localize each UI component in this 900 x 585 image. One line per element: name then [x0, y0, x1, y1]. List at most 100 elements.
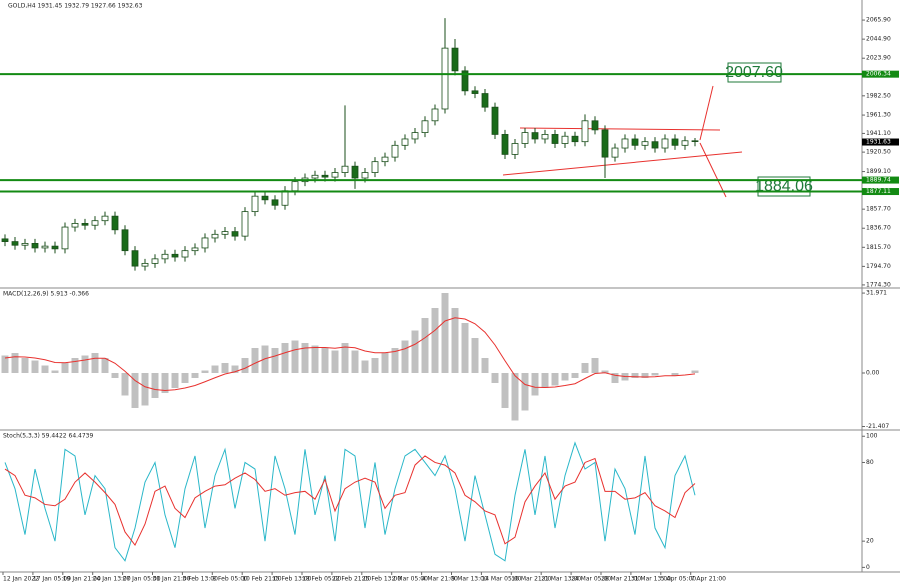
histogram-bar [531, 373, 539, 396]
candle-body [241, 211, 249, 237]
x-tick-label: 22 Feb 21:00 [332, 576, 372, 583]
y-tick-label: 1774.30 [866, 281, 891, 288]
histogram-bar [131, 373, 139, 408]
candle-body [511, 143, 519, 155]
x-tick-label: 12 Jan 2022 [3, 576, 39, 583]
candle-body [621, 138, 629, 149]
histogram-bar [341, 343, 349, 373]
x-tick-label: 27 Jan 05:00 [123, 576, 161, 583]
histogram-bar [21, 358, 29, 373]
y-tick-label: 1920.50 [866, 149, 891, 156]
histogram-bar [641, 373, 649, 378]
candle-body [191, 247, 199, 252]
histogram-bar [51, 370, 59, 373]
histogram-bar [431, 308, 439, 373]
candle-body [551, 134, 559, 144]
candle-body [531, 132, 539, 140]
candle-body [171, 253, 179, 258]
candle-body [501, 134, 509, 155]
candle-body [361, 172, 369, 179]
histogram-bar [591, 358, 599, 373]
histogram-bar [241, 358, 249, 373]
x-tick-label: 14 Mar 05:00 [481, 576, 521, 583]
candle-body [101, 215, 109, 222]
histogram-bar [31, 360, 39, 373]
x-tick-label: 5 Apr 05:00 [661, 576, 696, 583]
candle-body [81, 223, 89, 226]
histogram-bar [691, 370, 699, 373]
candle-body [471, 90, 479, 94]
histogram-bar [201, 370, 209, 373]
x-tick-label: 17 Jan 05:00 [33, 576, 71, 583]
histogram-bar [331, 350, 339, 373]
candle-body [661, 138, 669, 149]
candle-body [441, 47, 449, 110]
frames [0, 0, 900, 573]
annotation: 2007.60 [725, 64, 783, 81]
x-tick-label: 19 Jan 21:00 [63, 576, 101, 583]
histogram-bar [61, 363, 69, 373]
histogram-bar [221, 363, 229, 373]
x-tick-label: 15 Feb 13:00 [272, 576, 312, 583]
y-tick-label: 1836.70 [866, 225, 891, 232]
level-label: 1877.11 [866, 188, 891, 195]
histogram-bar [471, 338, 479, 373]
histogram-bar [91, 353, 99, 373]
candle-body [271, 199, 279, 206]
histogram-bar [671, 373, 679, 376]
candle-body [681, 140, 689, 146]
histogram-bar [581, 363, 589, 373]
histogram-bar [381, 353, 389, 373]
y-tick-label: 1941.10 [866, 130, 891, 137]
x-tick-label: 2 Mar 05:00 [392, 576, 428, 583]
histogram-bar [151, 373, 159, 398]
y-tick-label: 1899.10 [866, 168, 891, 175]
candle-body [141, 262, 149, 267]
trendlines [502, 85, 743, 198]
histogram-bar [161, 373, 169, 393]
candle-body [581, 120, 589, 143]
candle-body [421, 120, 429, 134]
candle-body [491, 106, 499, 135]
candle-body [221, 231, 229, 235]
histogram-bar [421, 318, 429, 373]
candle-body [161, 253, 169, 260]
annotation-box [727, 62, 782, 83]
histogram-bar [361, 360, 369, 373]
histogram-bar [411, 330, 419, 373]
histogram-bar [551, 373, 559, 386]
histogram-bar [451, 308, 459, 373]
y-tick-label: 2065.90 [866, 17, 891, 24]
y-tick-label: -21.407 [866, 423, 889, 430]
y-tick-label: 0.00 [866, 370, 880, 377]
level-label-box [862, 176, 899, 184]
candle-body [671, 138, 679, 146]
indicator-line [4, 317, 696, 392]
level-label-box [862, 70, 899, 78]
candle-body [691, 140, 699, 142]
x-tick-label: 10 Feb 21:00 [242, 576, 282, 583]
indicator-line [4, 441, 696, 562]
histogram-bar [461, 323, 469, 373]
candle-body [11, 241, 19, 246]
histogram-bar [491, 373, 499, 383]
candle-body [521, 132, 529, 144]
candle-body [211, 233, 219, 239]
y-tick-label: 2044.90 [866, 36, 891, 43]
histogram-bar [521, 373, 529, 411]
candle-body [51, 245, 59, 250]
histogram-bar [321, 348, 329, 373]
histogram-bar [271, 348, 279, 373]
candle-body [461, 70, 469, 92]
histogram-bar [81, 355, 89, 373]
candle-body [321, 174, 329, 178]
candle-body [261, 195, 269, 201]
trendline [699, 85, 714, 141]
candle-body [291, 181, 299, 192]
histogram-bar [651, 373, 659, 376]
histogram-bar [561, 373, 569, 381]
x-tick-label: 4 Mar 21:00 [422, 576, 458, 583]
x-tick-label: 24 Mar 05:00 [571, 576, 611, 583]
chart-title: GOLD,H4 1931.45 1932.79 1927.66 1932.63 [8, 3, 143, 10]
